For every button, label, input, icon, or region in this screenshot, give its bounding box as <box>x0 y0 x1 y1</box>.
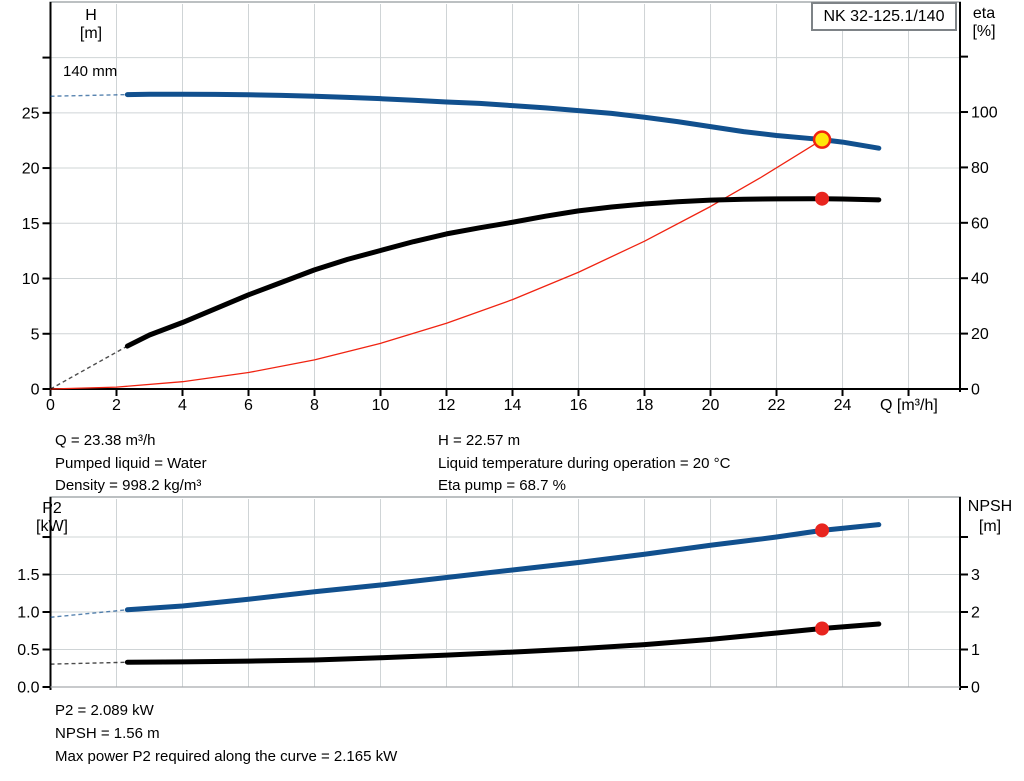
left-axis-title: H <box>85 7 97 24</box>
left-axis-title: [kW] <box>36 518 68 535</box>
right-axis-title: eta <box>973 5 995 22</box>
density-value: Density = 998.2 kg/m³ <box>55 477 202 494</box>
hq-eta-chart: 0 2 4 6 8 10 12 14 16 18 20 22 24 Q [m³/h]05101520250… <box>22 1 998 414</box>
x-tick-label: 12 <box>438 397 456 414</box>
right-tick-label: 80 <box>971 160 989 177</box>
duty-info-left: Q = 23.38 m³/h Pumped liquid = Water Den… <box>55 430 207 498</box>
x-axis-label: Q [m³/h] <box>880 397 938 414</box>
duty-info-right: H = 22.57 m Liquid temperature during op… <box>438 430 730 498</box>
p2-curve-dashed-lead <box>50 609 128 618</box>
p2-point-marker[interactable] <box>815 523 830 538</box>
left-tick-label: 0.5 <box>17 642 39 659</box>
system-curve <box>49 139 823 390</box>
x-tick-label: 6 <box>244 397 253 414</box>
impeller-diameter-label: 140 mm <box>63 63 118 80</box>
right-axis-title: [%] <box>972 23 995 40</box>
power-info: P2 = 2.089 kW NPSH = 1.56 m Max power P2… <box>55 699 397 768</box>
x-tick-label: 4 <box>178 397 187 414</box>
npsh-curve <box>124 621 882 665</box>
max-power-value: Max power P2 required along the curve = … <box>55 748 398 765</box>
pump-model-box: NK 32-125.1/140 <box>811 2 957 31</box>
pumped-liquid-value: Pumped liquid = Water <box>55 454 207 472</box>
right-tick-label: 3 <box>971 567 980 584</box>
duty-point-marker[interactable] <box>812 130 832 149</box>
right-axis-title: [m] <box>979 518 1001 535</box>
head-value: H = 22.57 m <box>438 432 521 449</box>
npsh-value: NPSH = 1.56 m <box>55 725 160 742</box>
pump-model-label: NK 32-125.1/140 <box>823 7 945 25</box>
x-tick-label: 14 <box>504 397 522 414</box>
x-tick-label: 16 <box>570 397 588 414</box>
right-tick-label: 20 <box>971 326 989 343</box>
npsh-curve-dashed-lead <box>50 661 128 665</box>
p2-value: P2 = 2.089 kW <box>55 702 154 719</box>
left-tick-label: 0.0 <box>17 680 39 696</box>
left-tick-label: 20 <box>22 161 40 178</box>
left-tick-label: 0 <box>31 382 40 399</box>
left-tick-label: 10 <box>22 271 40 288</box>
flow-value: Q = 23.38 m³/h <box>55 432 156 449</box>
left-tick-label: 1.0 <box>17 605 39 622</box>
p2-curve <box>124 522 882 613</box>
head-curve <box>124 91 882 151</box>
eta-curve <box>124 196 882 349</box>
x-tick-label: 20 <box>702 397 720 414</box>
x-tick-label: 18 <box>636 397 654 414</box>
right-tick-label: 2 <box>971 604 980 621</box>
right-axis-title: NPSH <box>968 498 1012 515</box>
x-tick-label: 2 <box>112 397 121 414</box>
right-tick-label: 60 <box>971 215 989 232</box>
x-tick-label: 10 <box>372 397 390 414</box>
left-tick-label: 25 <box>22 105 40 122</box>
eta-pump-value: Eta pump = 68.7 % <box>438 477 566 494</box>
right-tick-label: 100 <box>971 105 998 122</box>
eta-point-marker[interactable] <box>815 191 830 206</box>
left-tick-label: 5 <box>31 326 40 343</box>
left-axis-title: [m] <box>80 25 102 42</box>
x-tick-label: 8 <box>310 397 319 414</box>
right-tick-label: 40 <box>971 271 989 288</box>
head-curve-dashed-lead <box>50 93 128 97</box>
right-tick-label: 0 <box>971 382 980 399</box>
liquid-temperature-value: Liquid temperature during operation = 20… <box>438 454 731 472</box>
npsh-point-marker[interactable] <box>815 621 830 636</box>
left-tick-label: 15 <box>22 216 40 233</box>
x-tick-label: 22 <box>768 397 786 414</box>
left-tick-label: 1.5 <box>17 567 39 584</box>
p2-npsh-chart: 0.0 0.5 1.0 1.5 0 1 2 3 P2[kW] NPSH [m] <box>17 496 1012 696</box>
right-tick-label: 0 <box>971 680 980 696</box>
eta-curve-dashed-lead <box>50 345 128 390</box>
right-tick-label: 1 <box>971 642 980 659</box>
x-tick-label: 24 <box>834 397 852 414</box>
left-axis-title: P2 <box>42 500 62 517</box>
x-tick-label: 0 <box>46 397 55 414</box>
